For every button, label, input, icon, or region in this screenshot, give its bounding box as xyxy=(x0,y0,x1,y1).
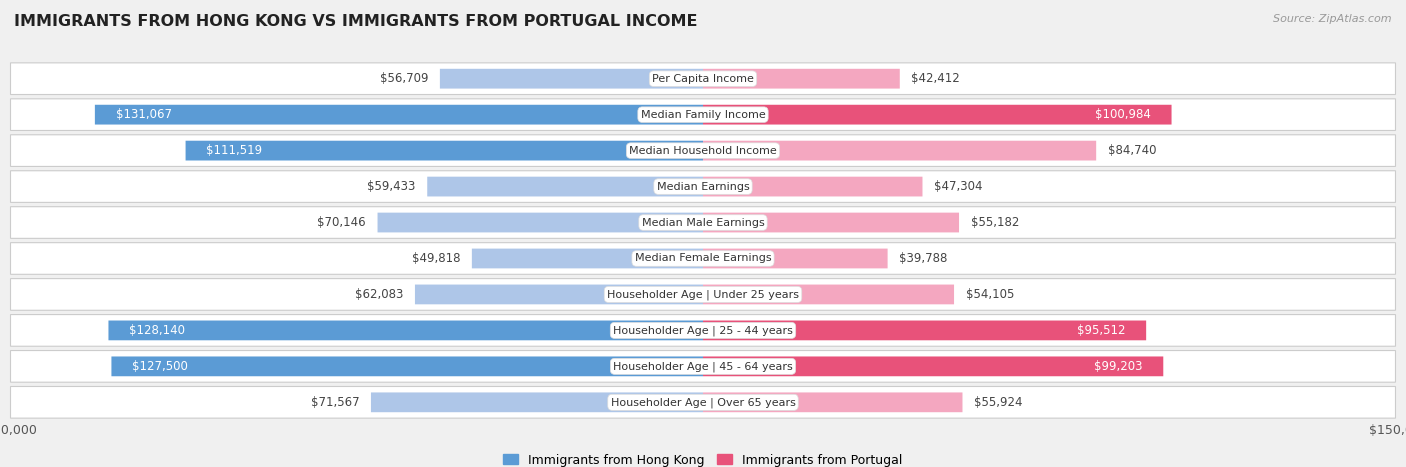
Text: $131,067: $131,067 xyxy=(115,108,172,121)
Text: Householder Age | 25 - 44 years: Householder Age | 25 - 44 years xyxy=(613,325,793,336)
FancyBboxPatch shape xyxy=(703,356,1163,376)
Text: IMMIGRANTS FROM HONG KONG VS IMMIGRANTS FROM PORTUGAL INCOME: IMMIGRANTS FROM HONG KONG VS IMMIGRANTS … xyxy=(14,14,697,29)
FancyBboxPatch shape xyxy=(703,320,1146,340)
FancyBboxPatch shape xyxy=(378,212,703,233)
FancyBboxPatch shape xyxy=(10,171,1396,202)
Text: $54,105: $54,105 xyxy=(966,288,1014,301)
Text: Householder Age | 45 - 64 years: Householder Age | 45 - 64 years xyxy=(613,361,793,372)
Text: Median Family Income: Median Family Income xyxy=(641,110,765,120)
Text: Householder Age | Over 65 years: Householder Age | Over 65 years xyxy=(610,397,796,408)
Text: $99,203: $99,203 xyxy=(1094,360,1143,373)
FancyBboxPatch shape xyxy=(111,356,703,376)
FancyBboxPatch shape xyxy=(703,392,963,412)
Text: $56,709: $56,709 xyxy=(380,72,429,85)
Text: Median Earnings: Median Earnings xyxy=(657,182,749,191)
FancyBboxPatch shape xyxy=(440,69,703,89)
FancyBboxPatch shape xyxy=(10,387,1396,418)
FancyBboxPatch shape xyxy=(703,105,1171,125)
Text: $71,567: $71,567 xyxy=(311,396,360,409)
Text: $59,433: $59,433 xyxy=(367,180,416,193)
Text: Per Capita Income: Per Capita Income xyxy=(652,74,754,84)
Text: $39,788: $39,788 xyxy=(900,252,948,265)
Text: $49,818: $49,818 xyxy=(412,252,460,265)
Text: $84,740: $84,740 xyxy=(1108,144,1156,157)
Text: $70,146: $70,146 xyxy=(318,216,366,229)
Text: Median Male Earnings: Median Male Earnings xyxy=(641,218,765,227)
FancyBboxPatch shape xyxy=(10,63,1396,94)
FancyBboxPatch shape xyxy=(415,284,703,304)
FancyBboxPatch shape xyxy=(10,207,1396,238)
FancyBboxPatch shape xyxy=(703,212,959,233)
FancyBboxPatch shape xyxy=(108,320,703,340)
Text: $55,182: $55,182 xyxy=(970,216,1019,229)
FancyBboxPatch shape xyxy=(10,315,1396,346)
FancyBboxPatch shape xyxy=(10,279,1396,310)
FancyBboxPatch shape xyxy=(10,99,1396,130)
FancyBboxPatch shape xyxy=(94,105,703,125)
FancyBboxPatch shape xyxy=(10,243,1396,274)
Text: $42,412: $42,412 xyxy=(911,72,960,85)
FancyBboxPatch shape xyxy=(10,135,1396,166)
FancyBboxPatch shape xyxy=(703,69,900,89)
FancyBboxPatch shape xyxy=(703,248,887,269)
FancyBboxPatch shape xyxy=(472,248,703,269)
FancyBboxPatch shape xyxy=(427,177,703,197)
FancyBboxPatch shape xyxy=(10,351,1396,382)
FancyBboxPatch shape xyxy=(371,392,703,412)
Text: Median Female Earnings: Median Female Earnings xyxy=(634,254,772,263)
Legend: Immigrants from Hong Kong, Immigrants from Portugal: Immigrants from Hong Kong, Immigrants fr… xyxy=(498,449,908,467)
FancyBboxPatch shape xyxy=(703,177,922,197)
Text: $62,083: $62,083 xyxy=(354,288,404,301)
Text: $100,984: $100,984 xyxy=(1095,108,1150,121)
FancyBboxPatch shape xyxy=(703,141,1097,161)
Text: $111,519: $111,519 xyxy=(207,144,263,157)
Text: Median Household Income: Median Household Income xyxy=(628,146,778,156)
Text: $127,500: $127,500 xyxy=(132,360,188,373)
FancyBboxPatch shape xyxy=(703,284,955,304)
Text: $47,304: $47,304 xyxy=(934,180,983,193)
Text: $55,924: $55,924 xyxy=(974,396,1022,409)
Text: Source: ZipAtlas.com: Source: ZipAtlas.com xyxy=(1274,14,1392,24)
FancyBboxPatch shape xyxy=(186,141,703,161)
Text: $128,140: $128,140 xyxy=(129,324,186,337)
Text: Householder Age | Under 25 years: Householder Age | Under 25 years xyxy=(607,289,799,300)
Text: $95,512: $95,512 xyxy=(1077,324,1125,337)
